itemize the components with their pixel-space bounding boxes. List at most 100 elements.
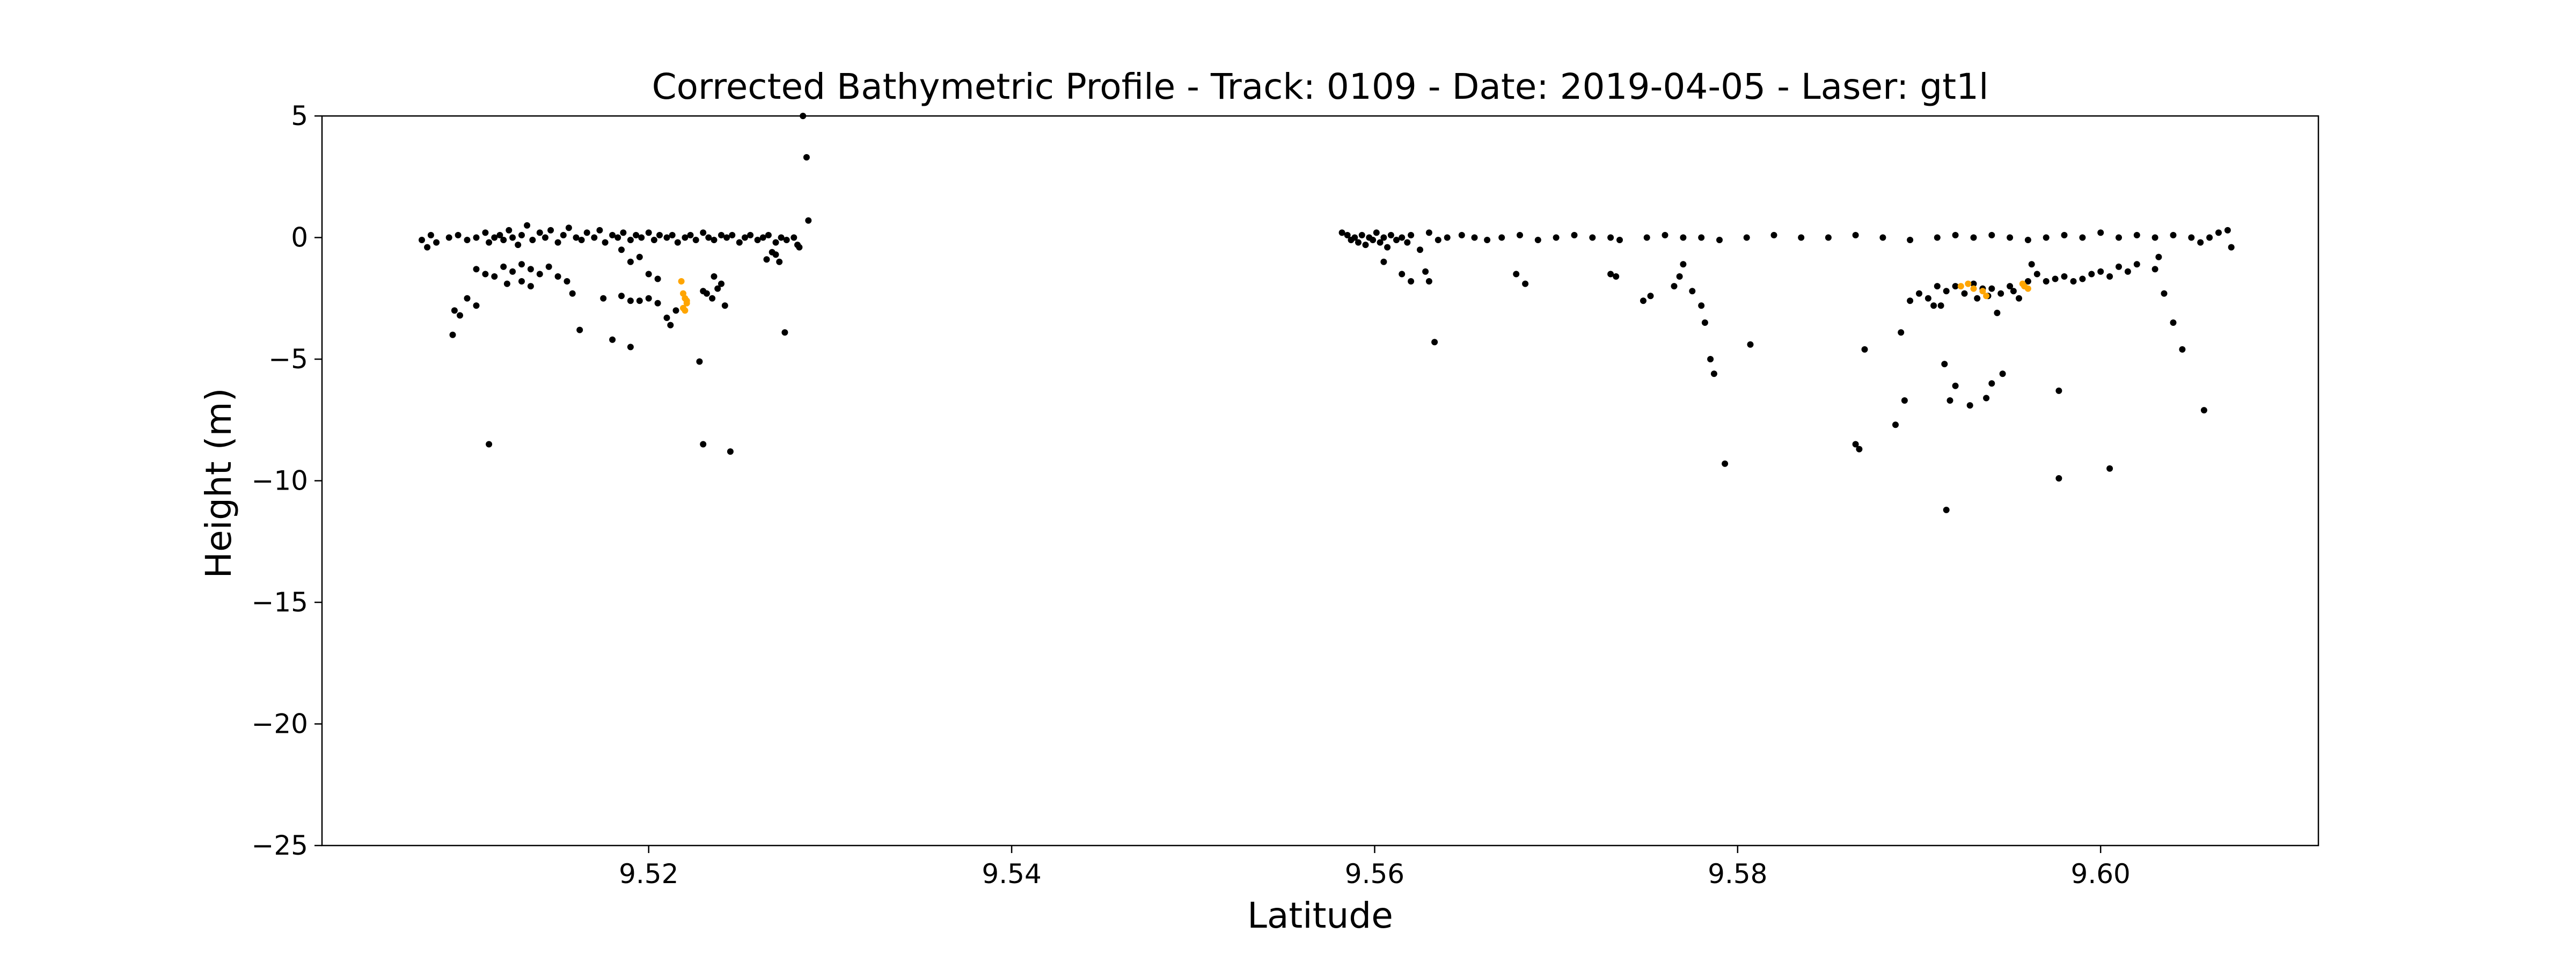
photons-point — [1907, 237, 1914, 243]
photons-point — [778, 234, 785, 241]
photons-point — [2097, 229, 2104, 236]
photons-point — [2024, 237, 2031, 243]
photons-point — [1898, 329, 1905, 336]
photons-point — [645, 229, 652, 236]
photons-point — [1380, 258, 1387, 265]
photons-point — [609, 336, 616, 343]
photons-point — [627, 297, 634, 304]
photons-point — [602, 239, 609, 246]
photons-point — [1997, 290, 2004, 297]
photons-point — [496, 232, 503, 238]
photons-point — [1408, 232, 1415, 238]
y-tick-label: −25 — [251, 830, 308, 861]
photons-point — [656, 232, 663, 238]
photons-point — [2179, 346, 2186, 353]
photons-point — [2124, 268, 2131, 275]
photons-point — [765, 232, 772, 238]
photons-point — [1916, 290, 1922, 297]
photons-point — [1770, 232, 1777, 238]
photons-point — [2061, 232, 2068, 238]
photons-point — [763, 256, 770, 263]
photons-point — [2200, 407, 2207, 414]
photons-point — [1680, 234, 1687, 241]
photons-point — [1852, 232, 1859, 238]
photons-point — [486, 239, 493, 246]
photons-point — [618, 246, 625, 253]
photons-point — [1355, 239, 1362, 246]
photons-point — [449, 331, 456, 338]
photons-point — [527, 266, 534, 273]
photons-point — [672, 307, 679, 314]
photons-point — [451, 307, 458, 314]
photons-point — [645, 271, 652, 278]
x-tick-label: 9.60 — [2071, 858, 2131, 890]
photons-point — [573, 234, 580, 241]
x-tick-label: 9.52 — [619, 858, 678, 890]
photons-point — [1422, 268, 1429, 275]
photons-point — [609, 232, 616, 238]
photons-point — [2106, 273, 2113, 280]
photons-point — [1571, 232, 1578, 238]
photons-point — [2079, 275, 2086, 282]
photons-point — [718, 280, 724, 287]
photons-point — [1988, 380, 1995, 387]
photons-point — [1387, 232, 1394, 238]
photons-point — [2070, 278, 2077, 285]
photons-point — [1362, 242, 1369, 249]
photons-point — [2010, 288, 2017, 295]
photons-point — [1901, 397, 1908, 404]
photons-point — [1607, 271, 1614, 278]
photons-point — [518, 278, 525, 285]
photons-point — [1377, 239, 1384, 246]
photons-point — [721, 302, 728, 309]
photons-point — [2055, 475, 2062, 482]
y-tick-label: −10 — [251, 465, 308, 497]
photons-point — [2133, 261, 2140, 268]
photons-point — [1393, 237, 1400, 243]
photons-point — [1553, 234, 1560, 241]
photons-point — [1952, 283, 1959, 290]
photons-point — [687, 232, 694, 238]
photons-point — [600, 295, 607, 302]
photons-point — [1408, 278, 1415, 285]
photons-point — [2055, 387, 2062, 394]
photons-point — [569, 290, 576, 297]
photons-point — [645, 295, 652, 302]
photons-point — [2024, 278, 2031, 285]
photons-point — [1676, 273, 1683, 280]
photons-point — [1943, 506, 1950, 513]
photons-point — [565, 224, 572, 231]
photons-point — [1484, 237, 1491, 243]
photons-point — [554, 273, 561, 280]
photons-point — [627, 258, 634, 265]
photons-point — [1444, 234, 1451, 241]
photons-point — [500, 263, 507, 270]
photons-point — [1384, 244, 1391, 251]
photons-point — [518, 232, 525, 238]
photons-point — [1647, 293, 1654, 300]
photons-point — [509, 268, 516, 275]
photons-point — [700, 441, 707, 448]
photons-point — [1338, 229, 1345, 236]
photons-point — [2151, 234, 2158, 241]
photons-point — [1710, 370, 1717, 377]
y-tick-label: −20 — [251, 709, 308, 740]
photons-point — [524, 222, 531, 229]
photons-point — [2043, 278, 2050, 285]
photons-point — [1852, 441, 1859, 448]
photons-point — [805, 217, 812, 224]
photons-point — [2188, 234, 2195, 241]
photons-point — [1907, 297, 1914, 304]
bathymetry-point — [2021, 283, 2028, 290]
photons-point — [1680, 261, 1687, 268]
photons-point — [2215, 229, 2222, 236]
photons-point — [473, 234, 480, 241]
y-tick-label: −15 — [251, 587, 308, 618]
photons-point — [1471, 234, 1478, 241]
photons-point — [1458, 232, 1465, 238]
photons-point — [515, 242, 522, 249]
photons-point — [1856, 446, 1863, 453]
photons-series — [419, 113, 2235, 513]
